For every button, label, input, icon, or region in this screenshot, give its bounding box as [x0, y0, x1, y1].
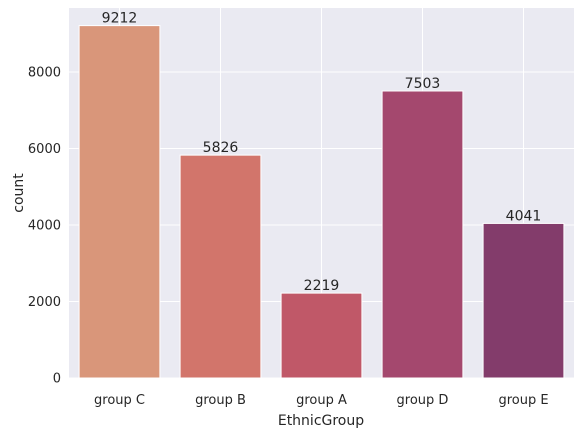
bar-group-D [381, 90, 464, 379]
y-tick-label: 4000 [28, 218, 61, 233]
x-tick-label: group E [498, 393, 548, 408]
y-tick-label: 6000 [28, 142, 61, 157]
data-label: 4041 [506, 208, 542, 224]
data-label: 2219 [304, 278, 340, 294]
data-labels: 9212 5826 2219 7503 4041 [102, 11, 542, 294]
y-tick-label: 8000 [28, 65, 61, 80]
data-label: 5826 [203, 140, 239, 156]
bar-group-E [482, 222, 565, 379]
bar-group-B [179, 154, 262, 379]
x-tick-label: group B [195, 393, 246, 408]
bar-group-A [280, 292, 363, 379]
x-axis-label: EthnicGroup [278, 413, 364, 429]
y-axis-label: count [11, 173, 27, 213]
data-label: 7503 [405, 76, 441, 92]
x-tick-label: group A [296, 393, 347, 408]
y-tick-label: 2000 [28, 295, 61, 310]
bars [78, 25, 565, 379]
x-axis-ticks: group C group B group A group D group E [94, 393, 549, 408]
data-label: 9212 [102, 11, 138, 27]
bar-group-C [78, 25, 161, 379]
y-axis-ticks: 0 2000 4000 6000 8000 [28, 65, 61, 386]
x-tick-label: group C [94, 393, 145, 408]
x-tick-label: group D [397, 393, 449, 408]
y-tick-label: 0 [53, 372, 61, 387]
